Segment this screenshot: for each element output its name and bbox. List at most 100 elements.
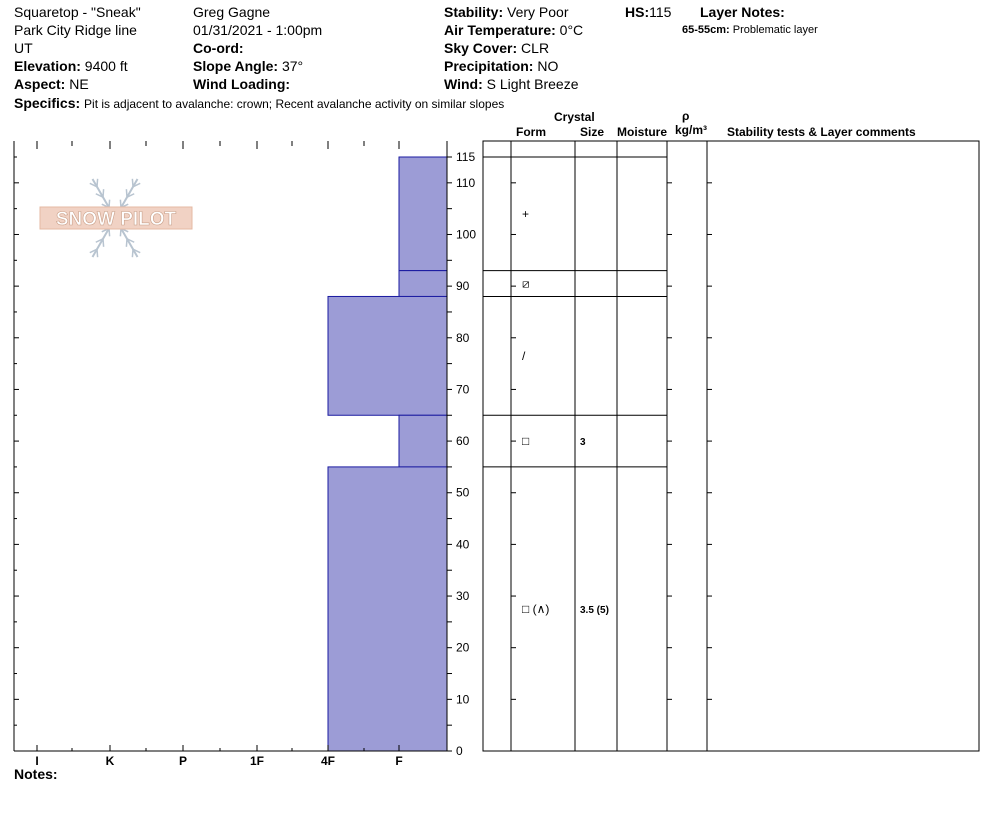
hardness-label: F [395,754,402,768]
layer-form: □ (∧) [522,602,549,616]
layer-size: 3.5 (5) [580,605,609,616]
state: UT [14,40,33,56]
aspect-label: Aspect: [14,76,66,92]
snowflake-branch [95,238,104,243]
hs-value: 115 [649,4,672,20]
elevation-label: Elevation: [14,58,81,74]
observer: Greg Gagne [193,4,271,20]
specifics-label: Specifics: [14,95,81,111]
coord-label: Co-ord: [193,40,244,56]
snowflake-branch [126,193,135,198]
depth-label: 50 [456,486,470,500]
depth-label: 20 [456,641,470,655]
layer-form: ⧄ [522,277,530,291]
notes-label: Notes: [14,766,58,782]
snowflake-branch [125,189,128,198]
hardness-label: P [179,754,187,768]
logo-banner [39,206,193,230]
snowflake-branch [131,178,134,187]
hardness-bar [398,414,448,468]
location: Squaretop - "Sneak" [14,4,141,20]
depth-label: 30 [456,589,470,603]
depth-label: 60 [456,434,470,448]
col-crystal: Crystal [554,110,595,124]
wind-value: S Light Breeze [486,76,579,92]
col-size: Size [580,125,605,139]
layer-form: □ [522,434,529,448]
sky-value: CLR [521,40,550,56]
hardness-label: 4F [321,754,335,768]
depth-label: 115 [456,150,475,164]
wind: Wind: S Light Breeze [444,77,578,91]
sky-cover: Sky Cover: CLR [444,41,549,55]
slope-label: Slope Angle: [193,58,279,74]
precip-label: Precipitation: [444,58,534,74]
layer-form: + [522,207,529,221]
snowflake-branch [131,249,134,258]
stability-value: Very Poor [507,4,569,20]
col-rho: ρ [682,109,690,123]
snowflake-branch [125,238,128,247]
slope-value: 37° [281,58,304,74]
snowflake-branch [119,199,122,208]
hardness-label: K [106,754,115,768]
snowflake-branch [102,189,105,198]
depth-label: 0 [456,744,463,758]
snowflake-branch [102,238,105,247]
layer-notes-label: Layer Notes: [700,4,785,20]
depth-label: 90 [456,279,470,293]
precip-value: NO [537,58,559,74]
snowflake-branch [89,248,98,254]
col-stability-comments: Stability tests & Layer comments [727,125,916,139]
hardness-label: 1F [250,754,264,768]
snowflake-branch [108,199,111,208]
hardness-profile [327,156,448,752]
col-moisture: Moisture [617,125,668,139]
air-temp-label: Air Temperature: [444,22,556,38]
layer-table: + ⧄ / □ 3 □ (∧) 3.5 (5) [482,140,980,752]
area: Park City Ridge line [14,22,137,38]
depth-label: 70 [456,382,470,396]
hardness-bar [398,156,448,272]
specifics-value: Pit is adjacent to avalanche: crown; Rec… [84,97,505,111]
col-density-unit: kg/m³ [675,123,708,137]
snowflake-branch [95,193,104,198]
wind-loading-label: Wind Loading: [193,76,291,92]
layer-size: 3 [580,437,586,448]
snowflake-branch [126,238,135,243]
hardness-label: I [35,754,38,768]
col-form: Form [516,125,546,139]
snowflake-branch [108,228,111,237]
datetime: 01/31/2021 - 1:00pm [193,22,323,38]
snowflake-branch [96,249,99,258]
table-frame [482,140,980,752]
stability-label: Stability: [444,4,504,20]
snowpilot-logo: SNOW PILOT [39,178,193,258]
aspect-value: NE [69,76,89,92]
precipitation: Precipitation: NO [444,59,558,73]
snowflake-branch [119,228,122,237]
air-temperature: Air Temperature: 0°C [444,23,583,37]
depth-label: 80 [456,331,470,345]
stability: Stability: Very Poor [444,5,569,19]
layer-form: / [522,349,526,363]
wind-label: Wind: [444,76,483,92]
layer-note: 65-55cm: Problematic layer [682,25,818,36]
snowflake-branch [132,182,141,188]
depth-label: 40 [456,537,470,551]
specifics: Specifics: Pit is adjacent to avalanche:… [14,96,504,110]
slope-angle: Slope Angle: 37° [193,59,303,73]
layer-note-text: Problematic layer [732,24,818,36]
air-temp-value: 0°C [559,22,584,38]
elevation-value: 9400 ft [84,58,128,74]
aspect: Aspect: NE [14,77,89,91]
snowflake-branch [96,178,99,187]
hardness-bar [398,270,448,297]
hardness-bar [327,295,448,416]
chart-axes: I K P 1F 4F F 0 10 20 30 40 50 60 70 80 90 100 110 115 [13,141,476,768]
sky-label: Sky Cover: [444,40,518,56]
elevation: Elevation: 9400 ft [14,59,128,73]
depth-label: 100 [456,227,476,241]
hs: HS:115 [625,5,671,19]
